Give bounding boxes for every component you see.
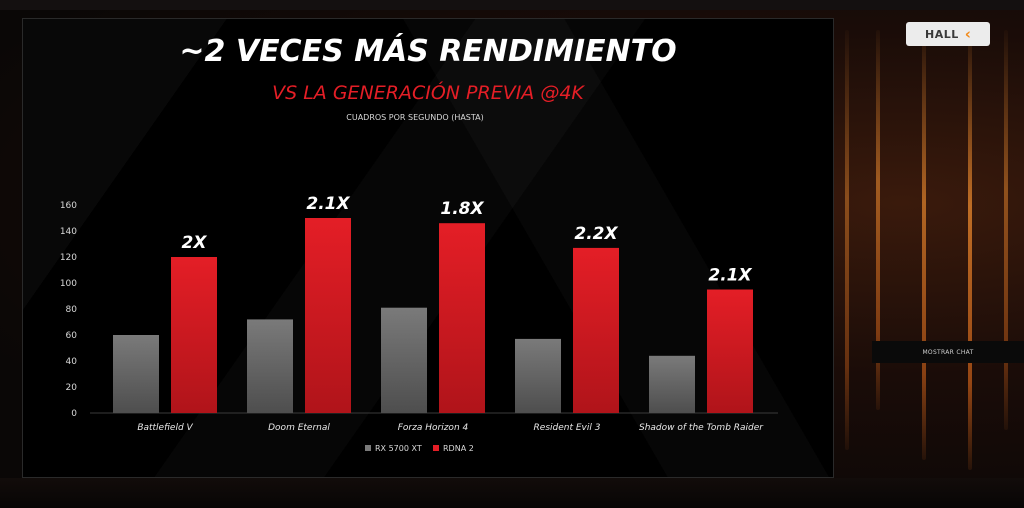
multiplier-label: 2.1X bbox=[306, 194, 350, 214]
hall-button-label: HALL bbox=[925, 27, 959, 41]
hall-button[interactable]: HALL ‹ bbox=[906, 22, 990, 46]
y-tick-label: 40 bbox=[66, 357, 78, 367]
y-tick-label: 0 bbox=[71, 409, 77, 419]
chevron-left-icon: ‹ bbox=[964, 24, 971, 43]
y-tick-label: 100 bbox=[60, 279, 77, 289]
multiplier-label: 2X bbox=[182, 233, 208, 253]
stage-light bbox=[922, 30, 926, 460]
category-label: Resident Evil 3 bbox=[534, 423, 601, 433]
stage-light bbox=[1004, 30, 1008, 430]
category-label: Shadow of the Tomb Raider bbox=[639, 423, 764, 433]
bar-rdna-2 bbox=[439, 223, 485, 413]
bar-rx-5700-xt bbox=[113, 335, 159, 413]
presentation-slide: ~2 VECES MÁS RENDIMIENTO VS LA GENERACIÓ… bbox=[22, 18, 834, 478]
multiplier-label: 2.1X bbox=[708, 266, 752, 286]
y-tick-label: 140 bbox=[60, 227, 77, 237]
bars: 2X 2.1X 1.8X 2.2X 2.1X bbox=[113, 194, 753, 413]
bar-rx-5700-xt bbox=[649, 355, 695, 413]
category-label: Doom Eternal bbox=[268, 423, 330, 433]
slide-subtitle: VS LA GENERACIÓN PREVIA @4K bbox=[272, 80, 585, 104]
chart-unit-label: CUADROS POR SEGUNDO (HASTA) bbox=[346, 113, 484, 122]
category-label: Battlefield V bbox=[137, 423, 193, 433]
stage-light bbox=[845, 30, 849, 450]
y-tick-label: 20 bbox=[66, 383, 78, 393]
show-chat-button[interactable]: MOSTRAR CHAT bbox=[872, 341, 1024, 363]
multiplier-label: 1.8X bbox=[440, 199, 484, 219]
legend-label-rdna-2: RDNA 2 bbox=[443, 444, 474, 453]
bar-rdna-2 bbox=[305, 218, 351, 413]
category-label: Forza Horizon 4 bbox=[398, 423, 469, 433]
y-tick-label: 160 bbox=[60, 201, 77, 211]
legend-label-rx-5700-xt: RX 5700 XT bbox=[375, 444, 422, 453]
chart-legend: RX 5700 XT RDNA 2 bbox=[365, 444, 474, 453]
multiplier-label: 2.2X bbox=[574, 224, 618, 244]
performance-chart: ~2 VECES MÁS RENDIMIENTO VS LA GENERACIÓ… bbox=[60, 33, 778, 453]
y-tick-label: 120 bbox=[60, 253, 77, 263]
bar-rdna-2 bbox=[171, 257, 217, 413]
stage-light bbox=[968, 30, 972, 470]
y-tick-label: 60 bbox=[66, 331, 78, 341]
bar-rdna-2 bbox=[707, 289, 753, 413]
top-strip bbox=[0, 0, 1024, 10]
category-labels: Battlefield V Doom Eternal Forza Horizon 4… bbox=[137, 423, 764, 433]
legend-swatch-rx-5700-xt bbox=[365, 445, 371, 451]
stage-floor bbox=[0, 478, 1024, 508]
bar-rdna-2 bbox=[573, 247, 619, 413]
bar-rx-5700-xt bbox=[515, 338, 561, 413]
y-tick-label: 80 bbox=[66, 305, 78, 315]
bar-rx-5700-xt bbox=[247, 319, 293, 413]
slide-title: ~2 VECES MÁS RENDIMIENTO bbox=[179, 33, 676, 69]
show-chat-label: MOSTRAR CHAT bbox=[922, 348, 974, 356]
bar-rx-5700-xt bbox=[381, 307, 427, 413]
legend-swatch-rdna-2 bbox=[433, 445, 439, 451]
stage-light bbox=[876, 30, 880, 410]
